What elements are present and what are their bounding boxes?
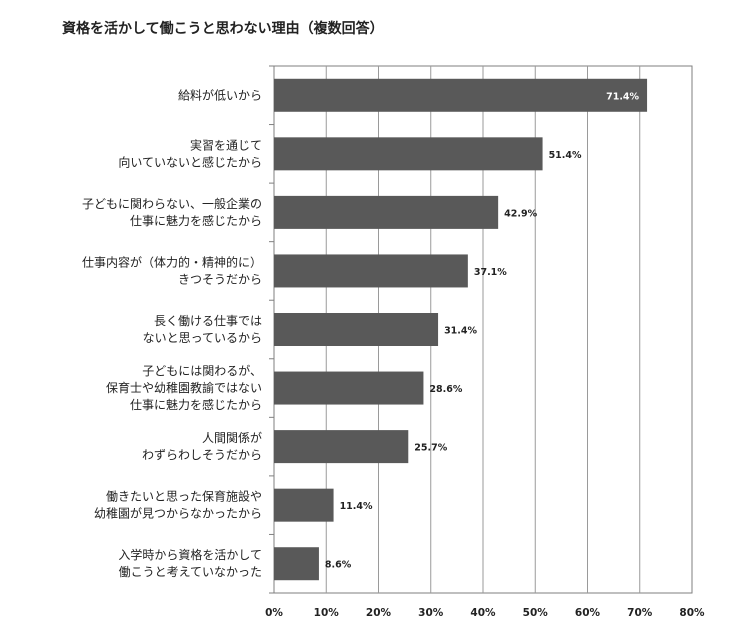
bar	[274, 254, 468, 288]
category-label: 保育士や幼稚園教諭ではない	[106, 380, 262, 395]
data-label: 31.4%	[444, 326, 477, 337]
data-label: 25.7%	[414, 443, 447, 454]
category-label: 仕事に魅力を感じたから	[130, 397, 262, 412]
x-tick-label: 60%	[575, 607, 601, 619]
category-label: 子どもには関わるが、	[142, 363, 262, 378]
x-tick-label: 20%	[366, 607, 392, 619]
bar	[274, 313, 439, 346]
x-tick-label: 70%	[627, 607, 653, 619]
category-label: 長く働ける仕事では	[154, 314, 262, 328]
bar	[274, 430, 409, 464]
x-tick-label: 80%	[679, 607, 705, 619]
category-label: 子どもに関わらない、一般企業の	[82, 196, 262, 211]
category-label: 人間関係が	[202, 430, 262, 445]
data-label: 11.4%	[340, 501, 373, 512]
chart-title: 資格を活かして働こうと思わない理由（複数回答）	[62, 21, 384, 37]
category-label: 実習を通じて	[190, 137, 262, 152]
bar	[274, 78, 648, 112]
category-label: 働きたいと思った保育施設や	[106, 489, 262, 504]
data-label: 8.6%	[325, 560, 352, 571]
data-label: 51.4%	[549, 150, 582, 161]
category-label: 入学時から資格を活かして	[118, 547, 262, 562]
x-tick-label: 30%	[418, 607, 444, 619]
data-label: 42.9%	[504, 208, 537, 219]
bar	[274, 488, 334, 522]
bar	[274, 195, 499, 229]
bar	[274, 371, 424, 405]
x-tick-label: 10%	[314, 607, 340, 619]
category-label: 給料が低いから	[178, 87, 262, 102]
data-label: 71.4%	[606, 91, 639, 102]
category-label: 仕事内容が（体力的・精神的に）	[82, 254, 262, 269]
category-label: 向いていないと感じたから	[118, 154, 262, 169]
category-label: 働こうと考えていなかった	[119, 565, 262, 579]
category-label: 幼稚園が見つからなかったから	[94, 506, 262, 521]
category-label: わずらわしそうだから	[142, 448, 262, 462]
category-label: きつそうだから	[178, 272, 262, 286]
bar	[274, 137, 543, 171]
x-tick-label: 50%	[523, 607, 549, 619]
category-label: ないと思っているから	[143, 331, 262, 345]
category-label: 仕事に魅力を感じたから	[130, 213, 262, 228]
data-label: 37.1%	[474, 267, 507, 278]
data-label: 28.6%	[429, 384, 462, 395]
x-tick-label: 0%	[265, 607, 283, 619]
bar	[274, 547, 319, 581]
x-tick-label: 40%	[470, 607, 496, 619]
